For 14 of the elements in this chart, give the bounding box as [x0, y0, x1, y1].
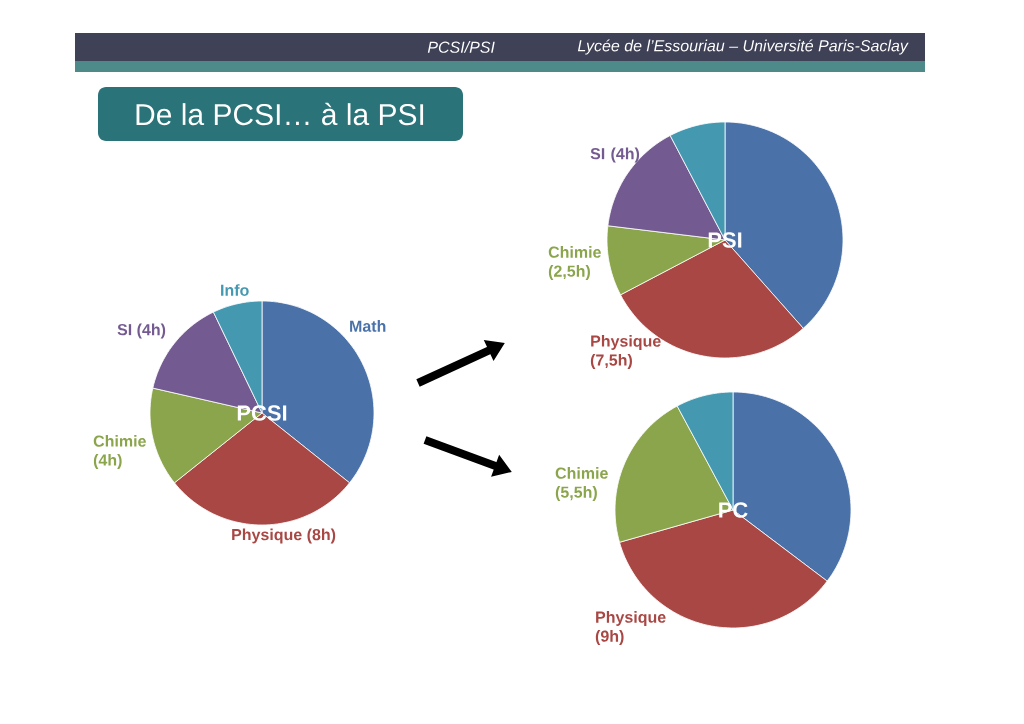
text: PCSI/PSI — [427, 41, 495, 53]
slice-label: Chimie (5,5h) — [555, 467, 608, 501]
slice-label: Physique (9h) — [595, 611, 666, 645]
slice-label: Math — [350, 320, 386, 332]
slice-label: Chimie (4h) — [93, 435, 146, 469]
text: De la PCSI… à la PSI — [136, 102, 424, 126]
slice-label: Info — [221, 284, 249, 296]
slice-label: Chimie (2,5h) — [548, 246, 601, 280]
slice-label: Physique (7,5h) — [590, 335, 661, 369]
slice-label: SI (4h) — [590, 147, 640, 163]
slice-label: Physique (8h) — [232, 528, 336, 544]
text: PC — [719, 502, 748, 518]
text: Lycée de l’Essouriau – Université Paris-Saclay — [577, 39, 909, 55]
slice-label: SI (4h) — [117, 323, 166, 339]
